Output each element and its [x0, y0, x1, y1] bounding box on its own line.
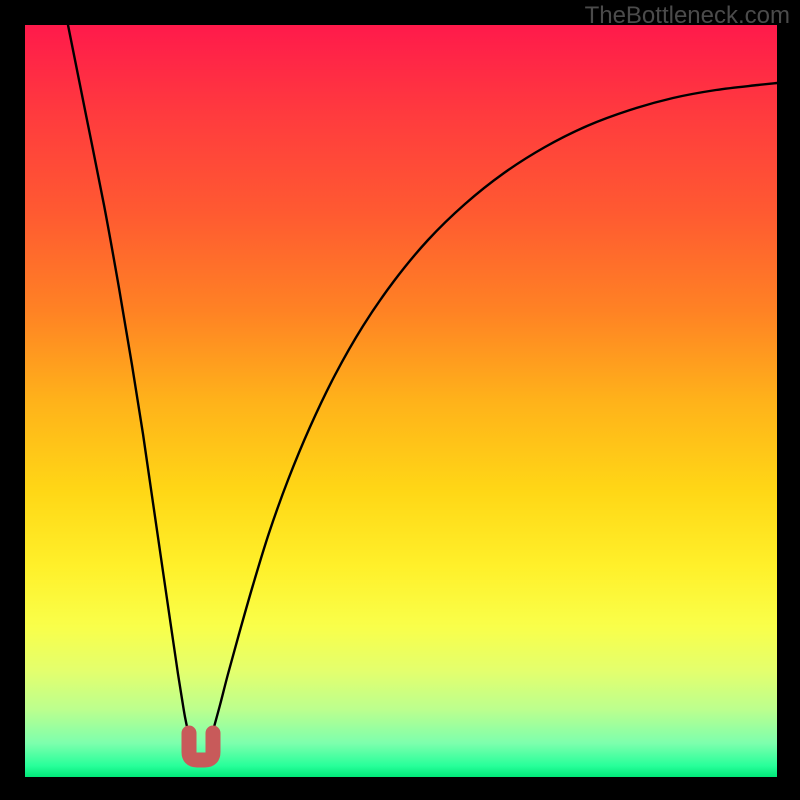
frame-left: [0, 0, 25, 800]
chart-svg: [0, 0, 800, 800]
frame-bottom: [0, 777, 800, 800]
watermark-text: TheBottleneck.com: [585, 2, 790, 30]
frame-right: [777, 0, 800, 800]
